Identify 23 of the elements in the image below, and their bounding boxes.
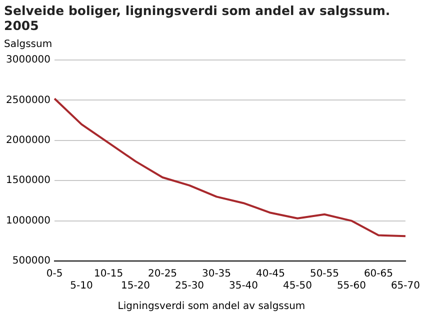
x-tick-label: 10-15: [94, 268, 124, 280]
y-tick-label: 500000: [12, 256, 51, 267]
x-tick-label: 30-35: [202, 268, 232, 280]
x-tick-label: 50-55: [310, 268, 340, 280]
y-tick-label: 2500000: [6, 94, 51, 106]
x-tick-label: 5-10: [70, 280, 93, 292]
x-axis-title: Ligningsverdi som andel av salgssum: [116, 300, 306, 312]
y-axis-title: Salgssum: [3, 38, 54, 50]
x-tick-label: 60-65: [364, 268, 394, 280]
x-tick-label: 25-30: [174, 280, 204, 292]
x-tick-label: 0-5: [46, 268, 63, 280]
y-tick-label: 1000000: [6, 215, 51, 226]
y-tick-label: 3000000: [6, 54, 51, 66]
x-tick-label: 15-20: [120, 280, 150, 292]
y-tick-label: 1500000: [6, 175, 51, 186]
x-tick-label: 55-60: [336, 280, 366, 292]
x-tick-label: 65-70: [390, 280, 420, 292]
y-tick-label: 2000000: [6, 134, 51, 146]
x-tick-label: 20-25: [148, 268, 178, 280]
chart-title: Selveide boliger, ligningsverdi som andel av salgssum. 2005: [3, 2, 392, 33]
x-tick-label: 35-40: [228, 280, 258, 292]
x-tick-label: 45-50: [282, 280, 312, 292]
x-tick-label: 40-45: [256, 268, 286, 280]
